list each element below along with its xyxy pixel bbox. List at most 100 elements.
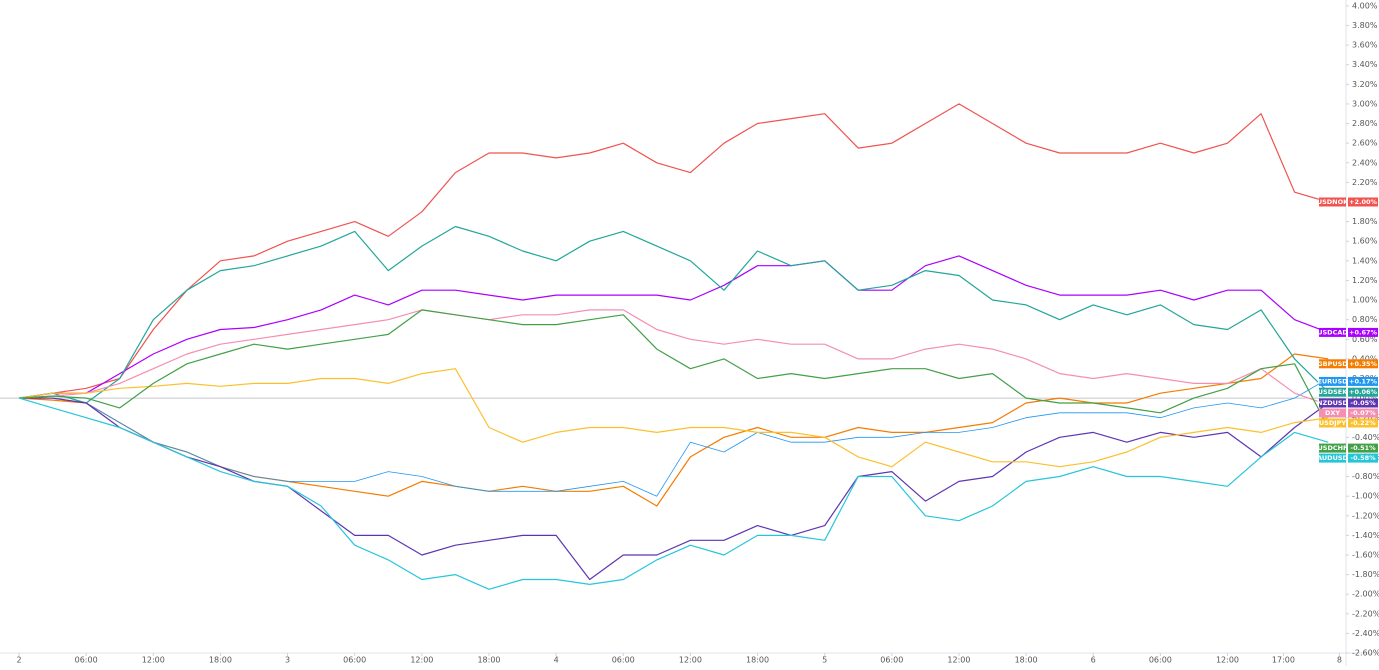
series-value-box — [1348, 327, 1378, 337]
x-tick-label: 2 — [16, 656, 21, 665]
series-value-box — [1348, 398, 1378, 408]
y-tick-label: 3.60% — [1352, 41, 1378, 50]
series-name: AUDUSD — [1317, 454, 1348, 462]
series-name: USDNOK — [1317, 198, 1349, 206]
y-tick-label: 3.00% — [1352, 99, 1378, 108]
series-line — [18, 255, 1329, 399]
series-value: +0.67% — [1349, 328, 1377, 336]
x-tick-label: 3 — [285, 656, 290, 665]
y-tick-label: -1.20% — [1352, 511, 1379, 520]
y-tick-label: 0.00% — [1352, 394, 1378, 403]
series-value-box — [1348, 359, 1378, 369]
series-value: -0.07% — [1350, 409, 1376, 417]
y-tick-label: 3.80% — [1352, 21, 1378, 30]
y-tick-label: 2.80% — [1352, 119, 1378, 128]
series-name-box — [1319, 327, 1346, 337]
y-tick-label: 3.20% — [1352, 80, 1378, 89]
x-tick-label: 5 — [822, 656, 827, 665]
series-name-box — [1319, 359, 1346, 369]
y-tick-label: 2.20% — [1352, 178, 1378, 187]
series-name: USDCHF — [1317, 444, 1347, 452]
y-tick-label: -2.00% — [1352, 590, 1379, 599]
series-value: -0.51% — [1350, 444, 1376, 452]
y-tick-label: 1.00% — [1352, 296, 1378, 305]
y-tick-label: 4.00% — [1352, 1, 1378, 10]
y-tick-label: 2.40% — [1352, 158, 1378, 167]
series-name-box — [1319, 408, 1346, 418]
y-tick-label: 0.60% — [1352, 335, 1378, 344]
series-name: EURUSD — [1317, 377, 1348, 385]
series-name: USDSEK — [1318, 388, 1348, 396]
series-value-box — [1348, 376, 1378, 386]
series-name: USDCAD — [1317, 328, 1348, 336]
y-tick-label: 1.60% — [1352, 237, 1378, 246]
x-tick-label: 18:00 — [209, 656, 232, 665]
series-name: USDJPY — [1319, 419, 1347, 427]
x-tick-label: 17:00 — [1272, 656, 1295, 665]
x-tick-label: 12:00 — [142, 656, 165, 665]
series-value-box — [1348, 453, 1378, 463]
series-end-label: AUDUSD -0.58% — [1317, 453, 1378, 463]
series-name-box — [1319, 387, 1346, 397]
series-value-box — [1348, 387, 1378, 397]
series-end-label: EURUSD +0.17% — [1317, 376, 1378, 386]
x-tick-label: 06:00 — [75, 656, 98, 665]
series-line — [18, 309, 1329, 428]
series-name: NZDUSD — [1317, 399, 1349, 407]
y-tick-label: 0.40% — [1352, 354, 1378, 363]
x-tick-label: 06:00 — [880, 656, 903, 665]
series-end-label: NZDUSD -0.05% — [1317, 398, 1378, 408]
series-end-label: USDSEK +0.06% — [1318, 387, 1378, 397]
y-tick-label: 0.80% — [1352, 315, 1378, 324]
series-name-box — [1319, 443, 1346, 453]
series-name-box — [1319, 418, 1346, 428]
y-tick-label: -0.20% — [1352, 413, 1379, 422]
series-value: +2.00% — [1349, 198, 1377, 206]
y-tick-label: -1.00% — [1352, 492, 1379, 501]
series-line — [18, 103, 1329, 399]
y-tick-label: 1.20% — [1352, 276, 1378, 285]
series-end-label: USDNOK +2.00% — [1317, 197, 1378, 207]
y-tick-label: 3.40% — [1352, 60, 1378, 69]
series-name: DXY — [1325, 409, 1340, 417]
series-line — [19, 397, 1329, 581]
series-value-box — [1348, 443, 1378, 453]
series-end-label: USDCHF -0.51% — [1317, 443, 1378, 453]
series-name: GBPUSD — [1317, 360, 1348, 368]
x-tick-label: 6 — [1091, 656, 1096, 665]
y-tick-label: -2.60% — [1352, 649, 1379, 658]
x-tick-label: 06:00 — [612, 656, 635, 665]
series-line — [18, 225, 1329, 404]
x-tick-label: 4 — [554, 656, 559, 665]
x-tick-label: 18:00 — [746, 656, 769, 665]
series-name-box — [1319, 376, 1346, 386]
series-line — [18, 368, 1329, 468]
y-tick-label: 1.40% — [1352, 256, 1378, 265]
y-tick-label: 1.80% — [1352, 217, 1378, 226]
series-value-box — [1348, 408, 1378, 418]
y-tick-label: 2.60% — [1352, 139, 1378, 148]
x-tick-label: 12:00 — [947, 656, 970, 665]
series-end-label: USDCAD +0.67% — [1317, 327, 1378, 337]
x-tick-label: 12:00 — [679, 656, 702, 665]
x-tick-label: 12:00 — [1216, 656, 1239, 665]
x-tick-label: 8 — [1337, 656, 1342, 665]
series-end-label: USDJPY -0.22% — [1319, 418, 1378, 428]
series-name-box — [1319, 197, 1346, 207]
series-end-label: GBPUSD +0.35% — [1317, 359, 1378, 369]
series-name-box — [1319, 398, 1346, 408]
series-value: +0.17% — [1349, 377, 1377, 385]
y-tick-label: -2.20% — [1352, 609, 1379, 618]
y-tick-label: -1.80% — [1352, 570, 1379, 579]
series-line — [18, 309, 1329, 406]
y-tick-label: -0.40% — [1352, 433, 1379, 442]
x-tick-label: 06:00 — [1149, 656, 1172, 665]
series-value: +0.06% — [1349, 388, 1377, 396]
x-tick-label: 18:00 — [1015, 656, 1038, 665]
series-value: +0.35% — [1349, 360, 1377, 368]
series-value: -0.58% — [1350, 454, 1376, 462]
series-value-box — [1348, 418, 1378, 428]
y-tick-label: -1.40% — [1352, 531, 1379, 540]
series-value: -0.05% — [1350, 399, 1376, 407]
